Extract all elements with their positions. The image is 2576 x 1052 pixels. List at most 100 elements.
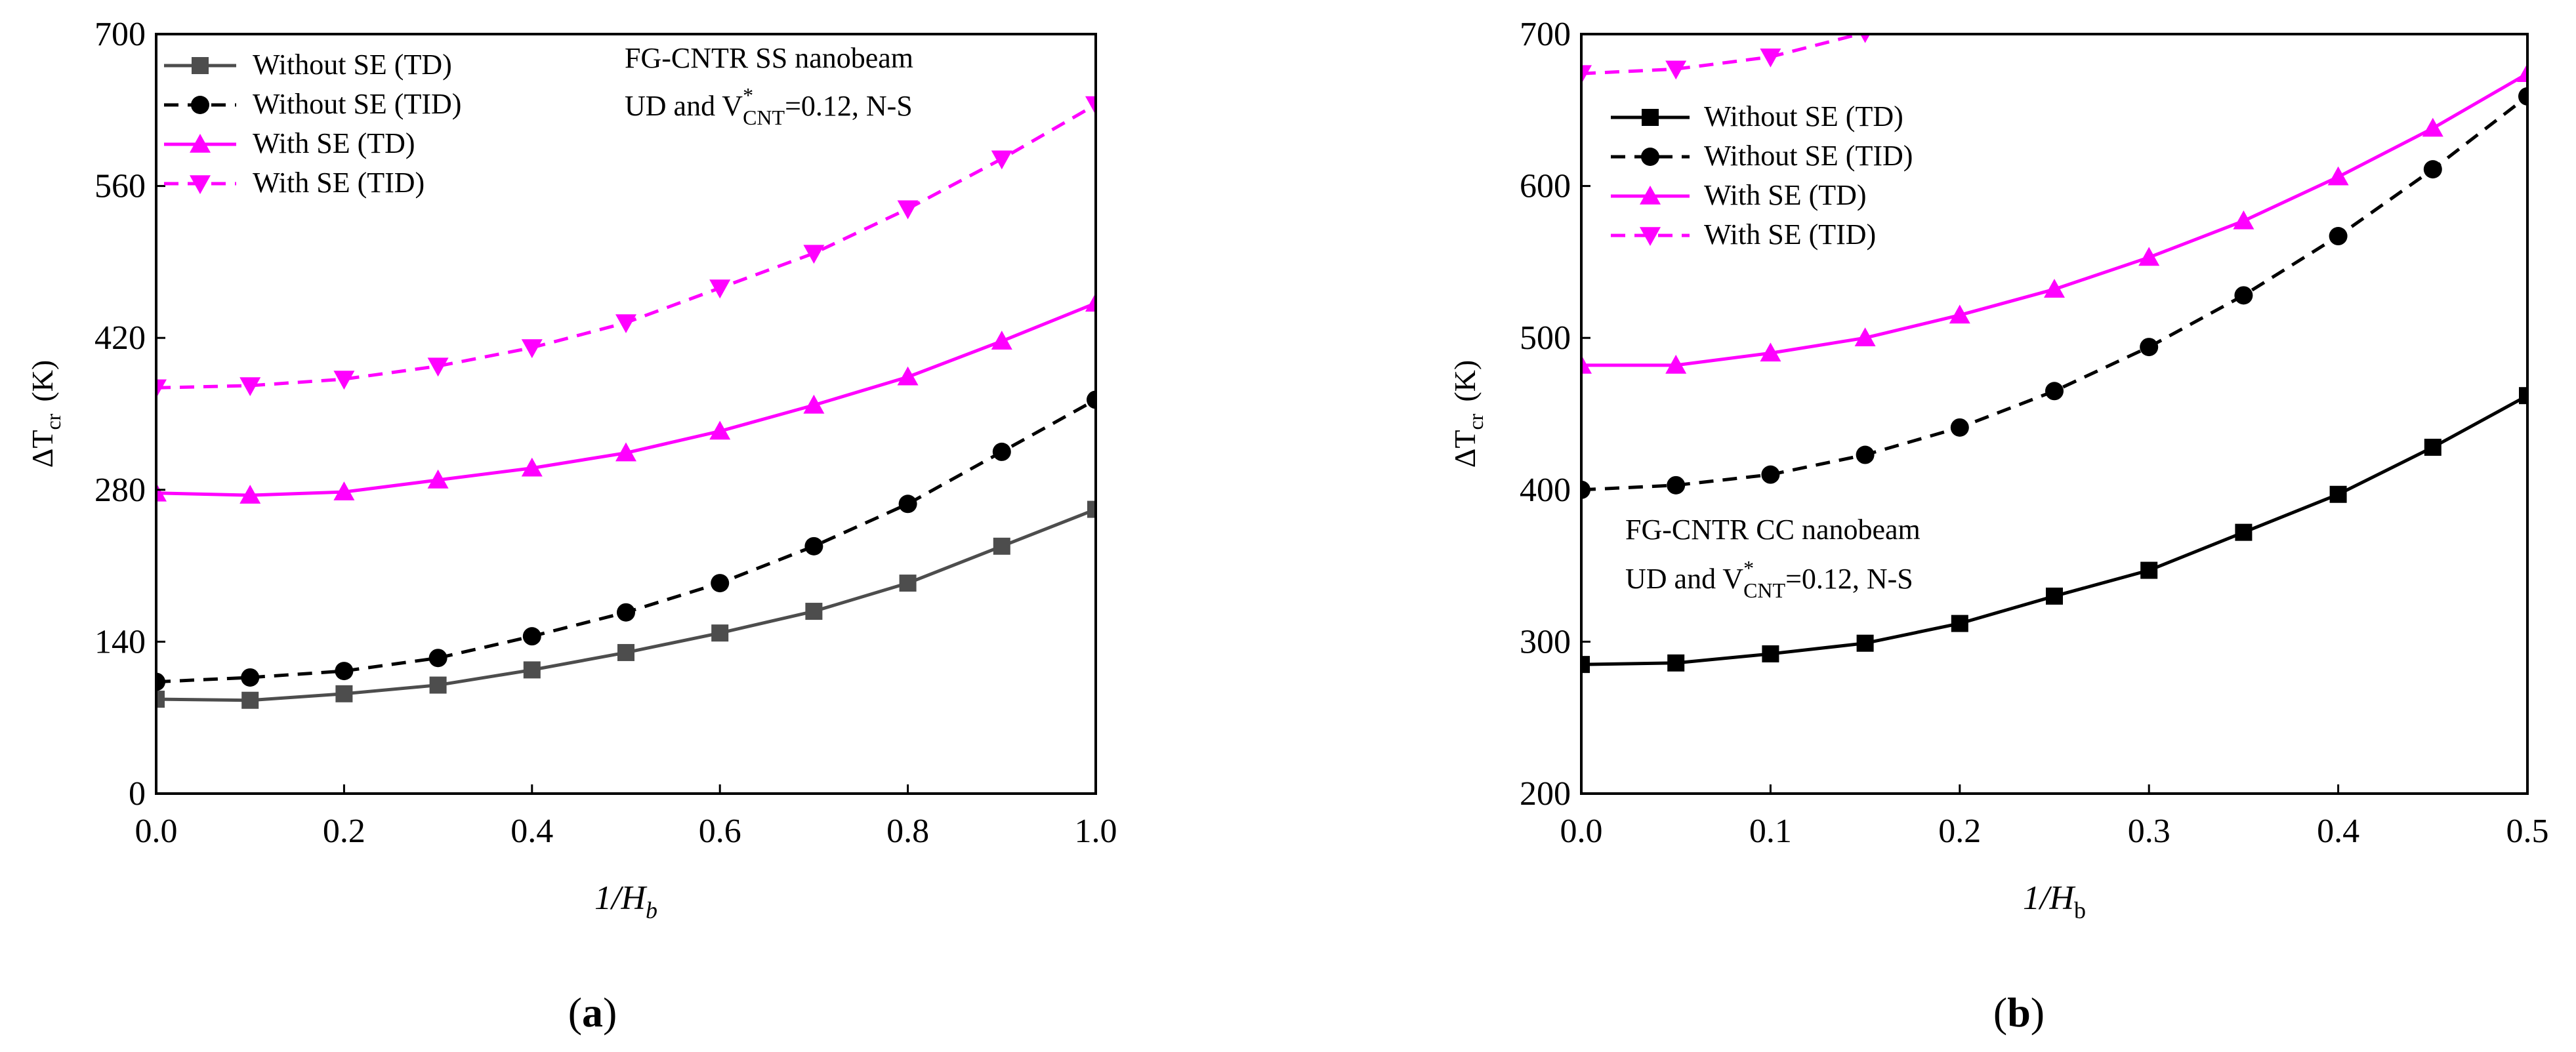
series-b-0 — [1581, 387, 2527, 674]
x-tick-label-a-3: 0.6 — [699, 813, 741, 850]
x-axis-label-a: 1/Hb — [594, 880, 657, 923]
legend-entry-a-1: Without SE (TID) — [164, 88, 461, 120]
annotation-b-line1: FG-CNTR CC nanobeam — [1625, 514, 1921, 546]
data-point-b-1-9 — [2423, 160, 2442, 179]
axis-ticks-a: 0.0 0.2 0.4 0.6 0.8 1.0 0 140 280 420 560 700 — [94, 16, 1117, 850]
y-tick-label-a-1: 140 — [94, 623, 146, 660]
legend-label-b-1: Without SE (TID) — [1704, 140, 1913, 172]
legend-entry-b-1: Without SE (TID) — [1611, 140, 1913, 172]
annotation-a-sub: CNT — [743, 106, 785, 129]
x-tick-label-b-4: 0.4 — [2317, 813, 2359, 850]
data-point-b-3-2 — [1760, 48, 1781, 68]
chart-panel-a: 0.0 0.2 0.4 0.6 0.8 1.0 0 140 280 420 560 700 Witho… — [26, 16, 1117, 1036]
x-tick-label-b-2: 0.2 — [1938, 813, 1981, 850]
data-point-b-0-10 — [2519, 387, 2527, 405]
legend-entry-a-2: With SE (TD) — [164, 127, 415, 159]
series-layer-a — [156, 96, 1096, 709]
data-point-a-2-10 — [1085, 293, 1096, 312]
data-point-a-2-5 — [615, 442, 636, 462]
data-point-a-0-8 — [899, 575, 917, 592]
annotation-b-sub: CNT — [1743, 578, 1785, 602]
y-tick-label-a-3: 420 — [94, 319, 146, 357]
data-point-a-3-7 — [803, 245, 825, 264]
data-point-b-2-9 — [2422, 117, 2443, 137]
series-b-3 — [1581, 34, 1871, 85]
legend-label-b-0: Without SE (TD) — [1704, 100, 1903, 132]
data-point-b-0-8 — [2329, 485, 2347, 503]
legend-entry-b-0: Without SE (TD) — [1611, 100, 1903, 132]
data-point-a-3-1 — [239, 377, 261, 396]
y-tick-label-b-3: 500 — [1520, 319, 1571, 357]
x-tick-label-a-2: 0.4 — [510, 813, 553, 850]
data-point-b-0-0 — [1581, 656, 1590, 674]
x-tick-label-b-5: 0.5 — [2506, 813, 2549, 850]
data-point-a-3-5 — [615, 314, 636, 334]
legend-label-a-1: Without SE (TID) — [253, 88, 461, 120]
data-point-a-2-7 — [803, 394, 825, 414]
legend-sample-b-0 — [1611, 109, 1690, 126]
plot-area-b — [1580, 33, 2529, 795]
legend-label-a-3: With SE (TID) — [253, 167, 425, 199]
data-point-b-0-2 — [1762, 645, 1779, 662]
annotation-b-suffix: =0.12, N-S — [1785, 563, 1913, 595]
data-point-a-3-8 — [897, 200, 919, 220]
legend-sample-a-0 — [164, 57, 236, 74]
y-tick-label-b-5: 700 — [1520, 16, 1571, 53]
series-line-a-1 — [156, 398, 1096, 684]
data-point-a-0-0 — [156, 691, 165, 708]
data-point-a-1-2 — [335, 662, 354, 681]
annotation-a-suffix: =0.12, N-S — [785, 90, 913, 122]
data-point-a-1-0 — [156, 672, 165, 691]
data-point-a-1-9 — [992, 442, 1011, 461]
series-a-1 — [156, 390, 1096, 691]
series-a-0 — [156, 500, 1096, 709]
legend-b: Without SE (TD) Without SE (TID) With SE… — [1611, 100, 1913, 251]
y-axis-label-b-sub: cr — [1464, 413, 1487, 430]
y-tick-label-b-2: 400 — [1520, 472, 1571, 509]
data-point-a-0-1 — [241, 691, 259, 709]
x-tick-label-a-1: 0.2 — [323, 813, 365, 850]
data-point-b-2-4 — [1949, 304, 1970, 324]
data-point-a-1-4 — [522, 627, 541, 646]
legend-marker-b-3 — [1640, 227, 1661, 246]
data-point-b-2-7 — [2233, 210, 2254, 230]
legend-sample-a-3 — [164, 175, 236, 194]
data-point-b-0-1 — [1667, 654, 1685, 672]
x-tick-label-b-3: 0.3 — [2128, 813, 2171, 850]
panel-label-a: (a) — [568, 989, 617, 1036]
legend-a: Without SE (TD) Without SE (TID) With SE… — [164, 49, 461, 199]
annotation-b-sup: * — [1743, 556, 1754, 580]
data-point-b-1-6 — [2140, 338, 2159, 357]
annotation-b-prefix: UD and V — [1625, 563, 1743, 595]
legend-marker-a-2 — [190, 134, 211, 153]
y-tick-label-b-1: 300 — [1520, 623, 1571, 660]
y-tick-label-a-4: 560 — [94, 168, 146, 205]
data-point-a-3-4 — [521, 339, 543, 359]
data-point-b-3-0 — [1581, 65, 1592, 85]
y-tick-label-b-4: 600 — [1520, 168, 1571, 205]
data-point-b-2-10 — [2517, 63, 2527, 83]
data-point-a-2-4 — [521, 457, 543, 477]
legend-entry-a-0: Without SE (TD) — [164, 49, 452, 81]
data-point-a-1-10 — [1087, 390, 1096, 409]
annotation-a-sup: * — [743, 83, 753, 107]
legend-label-a-2: With SE (TD) — [253, 127, 415, 159]
data-point-a-3-2 — [333, 371, 355, 390]
y-tick-label-a-5: 700 — [94, 16, 146, 53]
axis-ticks-b: 0.0 0.1 0.2 0.3 0.4 0.5 200 300 400 500 600 700 — [1520, 16, 2549, 850]
data-point-b-0-9 — [2424, 438, 2441, 456]
data-point-b-2-2 — [1760, 342, 1781, 362]
data-point-b-0-5 — [2046, 587, 2063, 605]
data-point-a-0-10 — [1087, 500, 1096, 518]
legend-marker-b-2 — [1640, 186, 1661, 205]
y-axis-label-a: ΔTcr (K) — [26, 360, 65, 468]
legend-sample-b-3 — [1611, 227, 1690, 246]
y-axis-label-b-unit: (K) — [1448, 360, 1482, 402]
series-line-b-3 — [1581, 34, 1866, 75]
y-tick-label-b-0: 200 — [1520, 775, 1571, 813]
data-point-a-2-2 — [333, 481, 355, 500]
data-point-b-1-4 — [1950, 418, 1969, 437]
annotation-b: FG-CNTR CC nanobeam UD and V* CNT=0.12, N… — [1625, 514, 1921, 602]
x-tick-label-a-0: 0.0 — [135, 813, 178, 850]
